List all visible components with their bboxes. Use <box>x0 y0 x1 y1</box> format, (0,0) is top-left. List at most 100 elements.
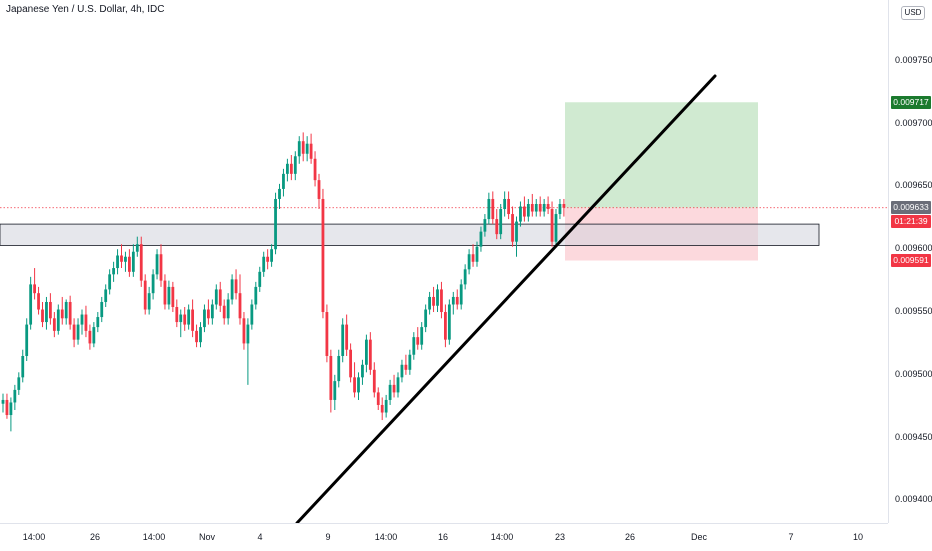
candle <box>147 286 151 315</box>
time-tick-label: 14:00 <box>490 532 514 542</box>
candle <box>376 387 380 410</box>
candle <box>404 354 408 375</box>
candle <box>218 281 222 313</box>
candle <box>238 274 242 325</box>
candle-body <box>143 280 147 310</box>
candle <box>183 307 187 331</box>
candle-body <box>124 256 127 262</box>
candle <box>293 151 297 181</box>
candle-body <box>416 337 420 345</box>
candle <box>365 334 368 373</box>
candle <box>131 244 135 277</box>
candle <box>317 173 321 210</box>
candle <box>52 312 56 338</box>
candle <box>353 362 356 398</box>
candle-body <box>210 304 214 319</box>
candle <box>372 362 376 398</box>
price-tick-label: 0.009650 <box>895 180 932 191</box>
candle <box>1 393 5 413</box>
candle <box>124 251 127 272</box>
candle <box>278 183 281 210</box>
price-tick-label: 0.009550 <box>895 306 932 317</box>
bar-countdown-tag: 01:21:39 <box>891 215 931 229</box>
price-tick-label: 0.009800 <box>895 0 932 2</box>
candle-body <box>487 198 491 220</box>
candle-body <box>507 198 510 215</box>
symbol-title: Japanese Yen / U.S. Dollar, 4h, IDC <box>6 4 165 15</box>
candle <box>187 304 191 330</box>
candle-body <box>491 198 495 220</box>
candle-body <box>420 327 424 345</box>
candle-body <box>238 293 242 319</box>
candle <box>9 397 13 432</box>
candle <box>491 191 495 225</box>
candle <box>246 318 250 385</box>
candle-body <box>357 377 360 393</box>
candle <box>234 269 238 300</box>
candle-body <box>234 279 238 294</box>
candle-body <box>436 289 439 306</box>
candle <box>459 279 463 310</box>
position-zones <box>0 102 888 261</box>
chart-area[interactable]: Japanese Yen / U.S. Dollar, 4h, IDC <box>0 0 888 525</box>
candle-body <box>297 141 301 157</box>
take-profit-zone <box>565 102 758 208</box>
candle <box>13 384 17 410</box>
candle <box>5 393 9 419</box>
candle-body <box>329 355 333 400</box>
candle <box>321 188 325 319</box>
candle <box>455 289 459 310</box>
candle <box>199 322 202 348</box>
candle <box>33 268 36 300</box>
candle-body <box>368 339 372 370</box>
candle-body <box>289 163 293 174</box>
candle <box>400 359 404 383</box>
candle <box>17 372 21 395</box>
candle <box>171 281 175 313</box>
candle <box>526 198 530 222</box>
time-tick-label: 14:00 <box>142 532 166 542</box>
candle-body <box>365 339 368 365</box>
candle <box>167 280 171 310</box>
candle <box>104 284 108 307</box>
candle-body <box>286 163 289 174</box>
candle <box>175 299 179 328</box>
stop-loss-price-tag: 0.009591 <box>891 254 931 268</box>
take-profit-price-tag: 0.009717 <box>891 95 931 109</box>
candle-body <box>112 268 115 275</box>
candle-body <box>530 204 534 212</box>
candle-body <box>380 404 384 413</box>
candle-body <box>503 198 507 210</box>
candle-body <box>451 296 455 305</box>
candle-body <box>9 402 13 416</box>
candle-body <box>412 337 416 355</box>
candle-body <box>222 305 226 319</box>
currency-button[interactable]: USD <box>901 6 925 20</box>
candle <box>222 299 226 325</box>
candle-body <box>440 289 443 313</box>
candle-body <box>29 284 33 325</box>
candle <box>396 372 400 398</box>
price-axis[interactable]: USD 0.009800 0.009750 0.009700 0.009650 0.00… <box>888 0 932 523</box>
price-tick-label: 0.009500 <box>895 368 932 379</box>
time-tick-label: 10 <box>852 532 864 542</box>
candle <box>254 281 258 310</box>
candle-body <box>317 180 321 199</box>
candle-body <box>135 244 139 252</box>
candle-body <box>471 254 475 262</box>
candle-body <box>64 301 68 319</box>
candle-body <box>550 209 554 242</box>
time-tick-label: 9 <box>325 532 331 542</box>
candle-body <box>151 274 155 294</box>
candle-body <box>183 314 187 325</box>
candle <box>56 304 60 335</box>
candle-body <box>5 399 9 416</box>
candle <box>266 249 270 270</box>
candle-body <box>25 324 29 356</box>
candle-body <box>49 301 52 319</box>
candle <box>467 249 471 275</box>
candlestick-chart[interactable] <box>0 0 888 525</box>
candle <box>463 264 467 290</box>
candle <box>471 244 475 267</box>
time-axis[interactable]: 14:00 26 14:00 Nov 4 9 14:00 16 14:00 23 26 Dec 7 10 <box>0 523 888 551</box>
